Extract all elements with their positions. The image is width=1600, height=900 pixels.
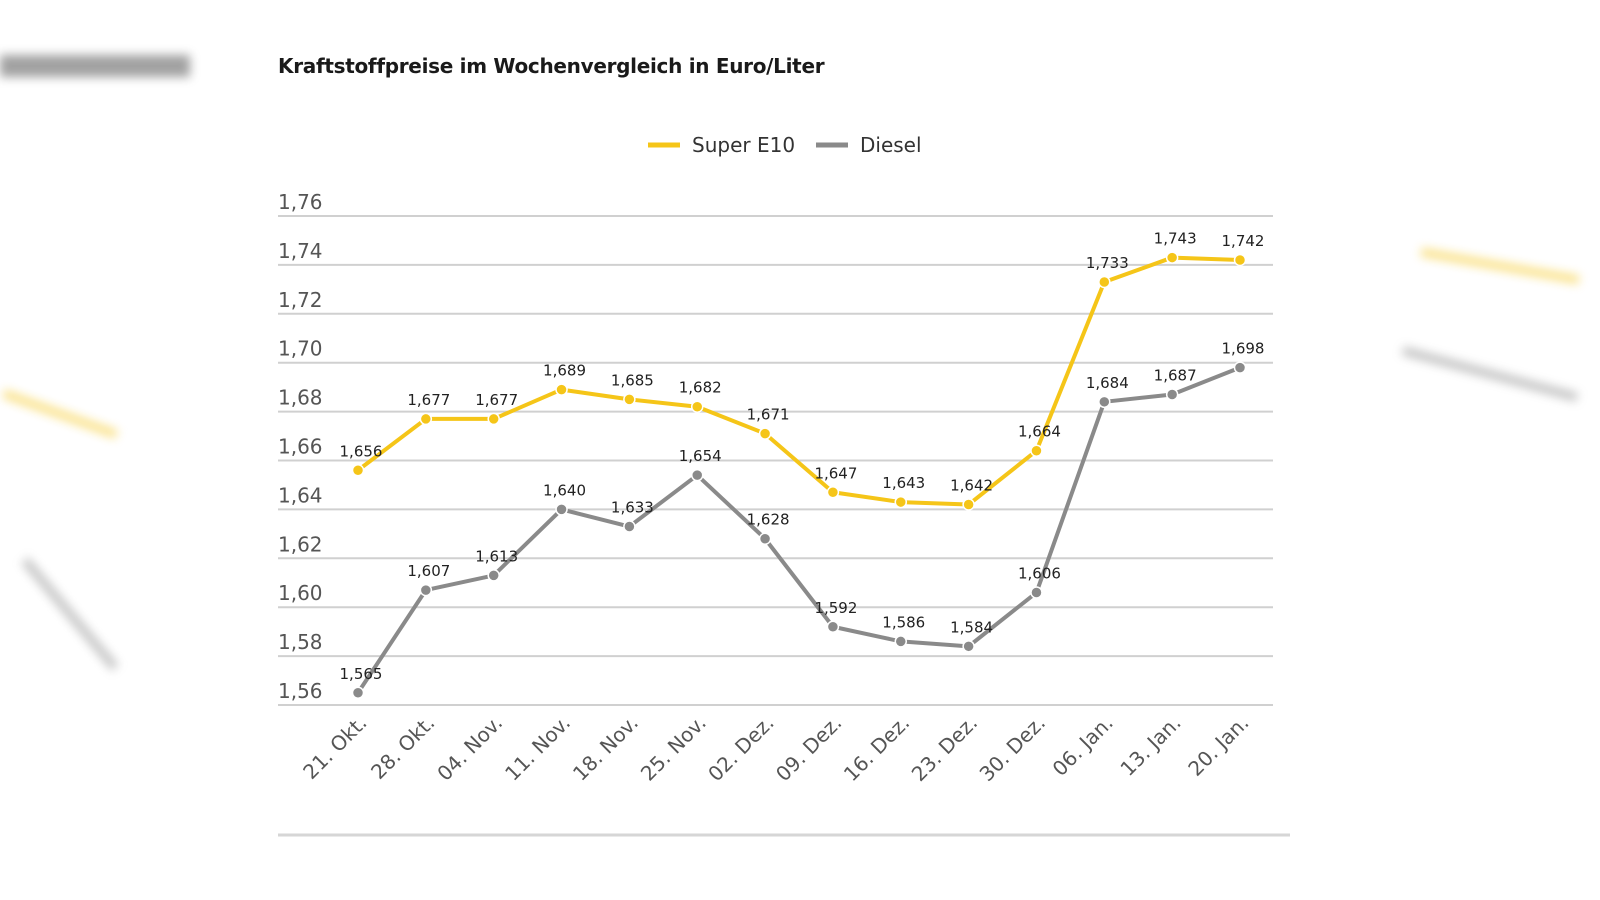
legend-label: Diesel bbox=[860, 133, 922, 157]
data-label: 1,742 bbox=[1222, 232, 1265, 250]
x-tick-label: 11. Nov. bbox=[500, 711, 575, 786]
x-tick-label: 21. Okt. bbox=[298, 711, 371, 784]
data-label: 1,654 bbox=[679, 447, 722, 465]
data-label: 1,606 bbox=[1018, 565, 1061, 583]
data-point bbox=[690, 468, 704, 482]
data-label: 1,647 bbox=[814, 464, 857, 482]
x-tick-label: 16. Dez. bbox=[839, 711, 914, 786]
x-tick-label: 20. Jan. bbox=[1183, 711, 1253, 781]
series-line-super-e10 bbox=[356, 255, 1241, 507]
data-point bbox=[1165, 251, 1179, 264]
data-point bbox=[351, 464, 365, 477]
x-tick-label: 04. Nov. bbox=[432, 711, 507, 786]
x-tick-label: 13. Jan. bbox=[1115, 711, 1185, 781]
data-label: 1,677 bbox=[407, 391, 450, 409]
data-point bbox=[1098, 395, 1111, 409]
data-point bbox=[1233, 361, 1247, 374]
x-tick-label: 06. Jan. bbox=[1048, 711, 1118, 781]
y-tick-label: 1,66 bbox=[278, 435, 323, 459]
y-tick-label: 1,70 bbox=[278, 337, 323, 361]
data-point bbox=[1098, 275, 1111, 289]
data-point bbox=[758, 532, 772, 545]
data-label: 1,733 bbox=[1086, 254, 1129, 272]
x-tick-label: 25. Nov. bbox=[636, 711, 711, 786]
data-point bbox=[690, 400, 704, 413]
y-tick-label: 1,64 bbox=[278, 483, 323, 507]
y-tick-label: 1,56 bbox=[278, 679, 323, 703]
x-tick-label: 09. Dez. bbox=[771, 711, 846, 786]
blurred-left-panel bbox=[0, 55, 190, 77]
data-label: 1,584 bbox=[950, 618, 993, 636]
x-tick-label: 30. Dez. bbox=[975, 711, 1050, 786]
data-label: 1,640 bbox=[543, 481, 586, 499]
y-tick-label: 1,72 bbox=[278, 288, 323, 312]
data-point bbox=[1030, 444, 1043, 457]
data-point bbox=[826, 486, 840, 499]
data-point bbox=[623, 520, 636, 533]
data-label: 1,613 bbox=[475, 547, 518, 565]
y-tick-label: 1,68 bbox=[278, 386, 323, 410]
data-point bbox=[894, 635, 908, 648]
data-point bbox=[1233, 253, 1247, 267]
data-point bbox=[894, 495, 908, 509]
data-point bbox=[1030, 586, 1043, 599]
data-point bbox=[419, 412, 433, 426]
data-label: 1,687 bbox=[1154, 366, 1197, 384]
data-label: 1,656 bbox=[340, 442, 383, 460]
data-point bbox=[487, 569, 500, 582]
legend-label: Super E10 bbox=[692, 133, 795, 157]
data-label: 1,689 bbox=[543, 362, 586, 380]
data-point bbox=[962, 498, 975, 511]
y-tick-label: 1,58 bbox=[278, 630, 323, 654]
y-tick-label: 1,60 bbox=[278, 581, 323, 605]
data-point bbox=[758, 427, 772, 440]
data-label: 1,743 bbox=[1154, 230, 1197, 248]
data-point bbox=[1165, 388, 1179, 401]
y-tick-label: 1,74 bbox=[278, 239, 323, 263]
chart-title: Kraftstoffpreise im Wochenvergleich in E… bbox=[278, 54, 825, 78]
series-line-diesel bbox=[356, 365, 1241, 694]
data-point bbox=[351, 686, 365, 700]
y-tick-label: 1,62 bbox=[278, 532, 323, 556]
data-label: 1,684 bbox=[1086, 374, 1129, 392]
data-label: 1,607 bbox=[407, 562, 450, 580]
data-label: 1,565 bbox=[340, 665, 383, 683]
data-label: 1,698 bbox=[1222, 340, 1265, 358]
data-point bbox=[555, 503, 568, 516]
x-tick-label: 28. Okt. bbox=[366, 711, 439, 784]
data-label: 1,643 bbox=[882, 474, 925, 492]
data-label: 1,685 bbox=[611, 371, 654, 389]
data-point bbox=[487, 412, 500, 426]
y-tick-label: 1,76 bbox=[278, 190, 323, 214]
data-label: 1,642 bbox=[950, 477, 993, 495]
data-label: 1,682 bbox=[679, 379, 722, 397]
x-tick-label: 02. Dez. bbox=[703, 711, 778, 786]
x-tick-label: 18. Nov. bbox=[568, 711, 643, 786]
data-label: 1,633 bbox=[611, 499, 654, 517]
data-point bbox=[623, 393, 636, 406]
data-label: 1,677 bbox=[475, 391, 518, 409]
data-label: 1,664 bbox=[1018, 423, 1061, 441]
data-point bbox=[419, 583, 433, 597]
data-label: 1,671 bbox=[747, 406, 790, 424]
data-label: 1,586 bbox=[882, 613, 925, 631]
data-point bbox=[555, 383, 568, 396]
x-tick-label: 23. Dez. bbox=[907, 711, 982, 786]
data-label: 1,628 bbox=[747, 511, 790, 529]
data-point bbox=[826, 620, 840, 634]
data-point bbox=[962, 640, 975, 653]
data-label: 1,592 bbox=[814, 599, 857, 617]
